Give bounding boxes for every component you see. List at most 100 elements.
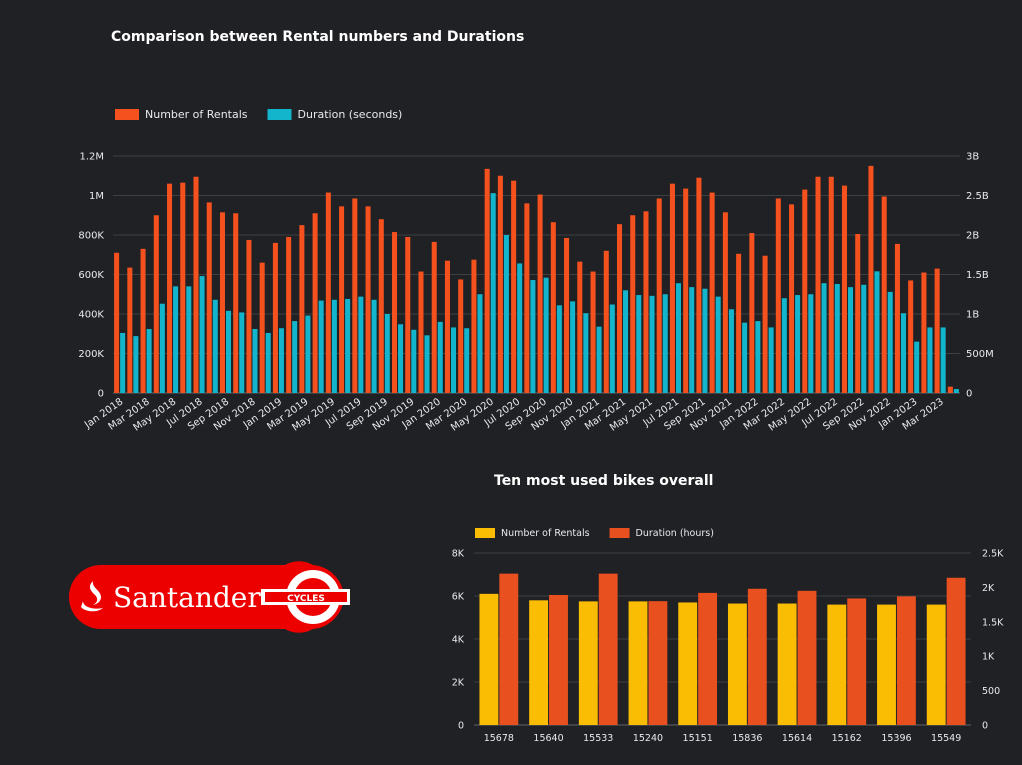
bar-rentals — [524, 203, 530, 393]
logo-brand-text: Santander — [113, 581, 261, 614]
bar-rentals — [868, 165, 874, 393]
bar-duration — [742, 322, 748, 393]
bar-duration — [517, 263, 523, 393]
bar-duration — [781, 298, 787, 393]
bar-duration — [252, 329, 258, 393]
bar-duration — [596, 326, 602, 393]
bar-rentals — [777, 603, 797, 725]
x-tick-label: 15614 — [782, 733, 812, 744]
bar-rentals — [628, 601, 648, 725]
y-left-tick-label: 1M — [89, 191, 104, 202]
bar-rentals — [683, 188, 689, 393]
santander-cycles-logo: CYCLES Santander — [69, 561, 350, 633]
bar-rentals — [643, 211, 649, 393]
bar-duration — [887, 291, 893, 393]
bar-duration — [914, 341, 920, 393]
bar-rentals — [815, 176, 821, 393]
bar-duration — [821, 283, 827, 393]
legend-label: Duration (hours) — [636, 528, 714, 539]
bar-duration — [278, 328, 284, 393]
bar-rentals — [418, 271, 424, 393]
bar-rentals — [934, 268, 940, 393]
bar-rentals — [802, 189, 808, 393]
bar-duration — [318, 300, 324, 393]
bar-rentals — [709, 192, 715, 393]
bar-rentals — [722, 212, 728, 393]
bar-duration — [437, 321, 443, 393]
bar-duration — [896, 596, 916, 725]
bar-rentals — [616, 224, 623, 393]
bar-rentals — [827, 604, 847, 725]
legend-swatch — [609, 528, 630, 538]
y-right-tick-label: 1.5B — [966, 270, 989, 281]
bar-duration — [583, 313, 589, 393]
y-left-tick-label: 600K — [78, 270, 104, 281]
bar-rentals — [529, 600, 549, 725]
bar-duration — [530, 280, 536, 393]
bar-rentals — [339, 206, 345, 393]
logo-sub-text: CYCLES — [287, 594, 325, 604]
bar-duration — [675, 283, 681, 393]
bar-duration — [499, 573, 519, 725]
bar-duration — [702, 288, 708, 393]
bar-rentals — [206, 202, 212, 393]
x-tick-label: 15836 — [732, 733, 762, 744]
rentals-duration-chart-title: Comparison between Rental numbers and Du… — [111, 29, 525, 45]
bar-duration — [768, 327, 774, 393]
y-left-tick-label: 2K — [452, 678, 465, 689]
bar-rentals — [431, 241, 437, 393]
bar-rentals — [908, 280, 914, 393]
rentals-duration-chart: 0 200K 400K 600K 800K 1M 1.2M 0 500M 1B 1.5B 2B 2.5B… — [78, 108, 993, 434]
y-right-tick-label: 1.5K — [982, 617, 1004, 628]
bar-duration — [384, 314, 390, 393]
legend-swatch — [267, 109, 292, 120]
bar-duration — [239, 312, 245, 393]
bar-rentals — [511, 180, 517, 393]
bar-rentals — [828, 176, 834, 393]
bar-duration — [940, 327, 946, 393]
bar-duration — [120, 332, 126, 393]
legend-swatch — [475, 528, 495, 538]
bar-rentals — [678, 602, 698, 725]
bar-duration — [900, 313, 906, 393]
top-bikes-chart-title: Ten most used bikes overall — [494, 473, 714, 489]
bar-duration — [398, 324, 404, 393]
bar-duration — [649, 295, 655, 393]
bar-rentals — [193, 176, 199, 393]
bar-duration — [747, 588, 767, 725]
bar-rentals — [233, 213, 239, 393]
bar-duration — [549, 594, 568, 725]
bar-rentals — [736, 253, 742, 393]
x-tick-label: 15396 — [881, 733, 911, 744]
bar-rentals — [537, 194, 543, 393]
bar-duration — [450, 327, 457, 393]
bar-duration — [133, 336, 139, 393]
bar-rentals — [114, 252, 120, 393]
bar-rentals — [947, 386, 953, 393]
bar-rentals — [789, 204, 795, 393]
x-tick-label: 15533 — [583, 733, 613, 744]
bar-rentals — [775, 198, 781, 393]
bar-duration — [623, 290, 629, 393]
bar-duration — [411, 329, 417, 393]
y-left-tick-label: 6K — [452, 592, 465, 603]
legend-label: Number of Rentals — [501, 528, 590, 539]
flame-icon — [81, 581, 103, 612]
bar-rentals — [550, 222, 556, 393]
y-left-tick-label: 200K — [78, 349, 104, 360]
bar-rentals — [630, 215, 636, 393]
bar-duration — [755, 321, 761, 393]
x-tick-label: 15151 — [683, 733, 713, 744]
y-right-tick-label: 2B — [966, 231, 979, 242]
bar-rentals — [444, 260, 450, 393]
x-tick-label: 15240 — [633, 733, 663, 744]
bar-rentals — [246, 239, 252, 393]
bar-rentals — [578, 601, 598, 725]
bar-duration — [503, 235, 509, 393]
y-right-tick-label: 2K — [982, 583, 995, 594]
bar-duration — [570, 301, 576, 393]
bar-duration — [848, 287, 854, 393]
y-left-tick-label: 0 — [458, 721, 464, 732]
bar-rentals — [259, 262, 265, 393]
